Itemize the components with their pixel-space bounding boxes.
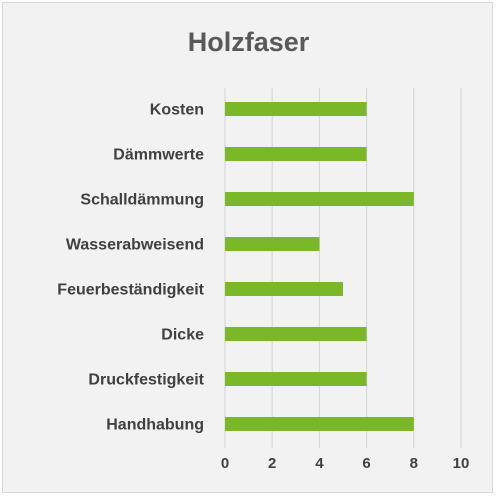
x-tick-label: 0 — [221, 455, 229, 472]
x-tick-label: 8 — [410, 455, 418, 472]
x-tick-label: 10 — [453, 455, 470, 472]
bar — [225, 192, 414, 206]
bar — [225, 237, 320, 251]
x-tick-label: 6 — [362, 455, 370, 472]
category-label: Dämmwerte — [113, 147, 204, 164]
bar — [225, 372, 367, 386]
category-label: Schalldämmung — [80, 192, 204, 209]
bar — [225, 102, 367, 116]
x-tick-label: 4 — [315, 455, 324, 472]
category-label: Wasserabweisend — [66, 237, 204, 254]
bar — [225, 417, 414, 431]
chart-title: Holzfaser — [187, 27, 310, 57]
category-label: Druckfestigkeit — [88, 372, 204, 389]
category-label: Dicke — [161, 327, 204, 344]
bar — [225, 327, 367, 341]
category-label: Handhabung — [106, 417, 204, 434]
bar — [225, 147, 367, 161]
bar — [225, 282, 343, 296]
category-label: Kosten — [150, 102, 204, 119]
category-label: Feuerbeständigkeit — [57, 282, 204, 299]
x-tick-label: 2 — [268, 455, 276, 472]
